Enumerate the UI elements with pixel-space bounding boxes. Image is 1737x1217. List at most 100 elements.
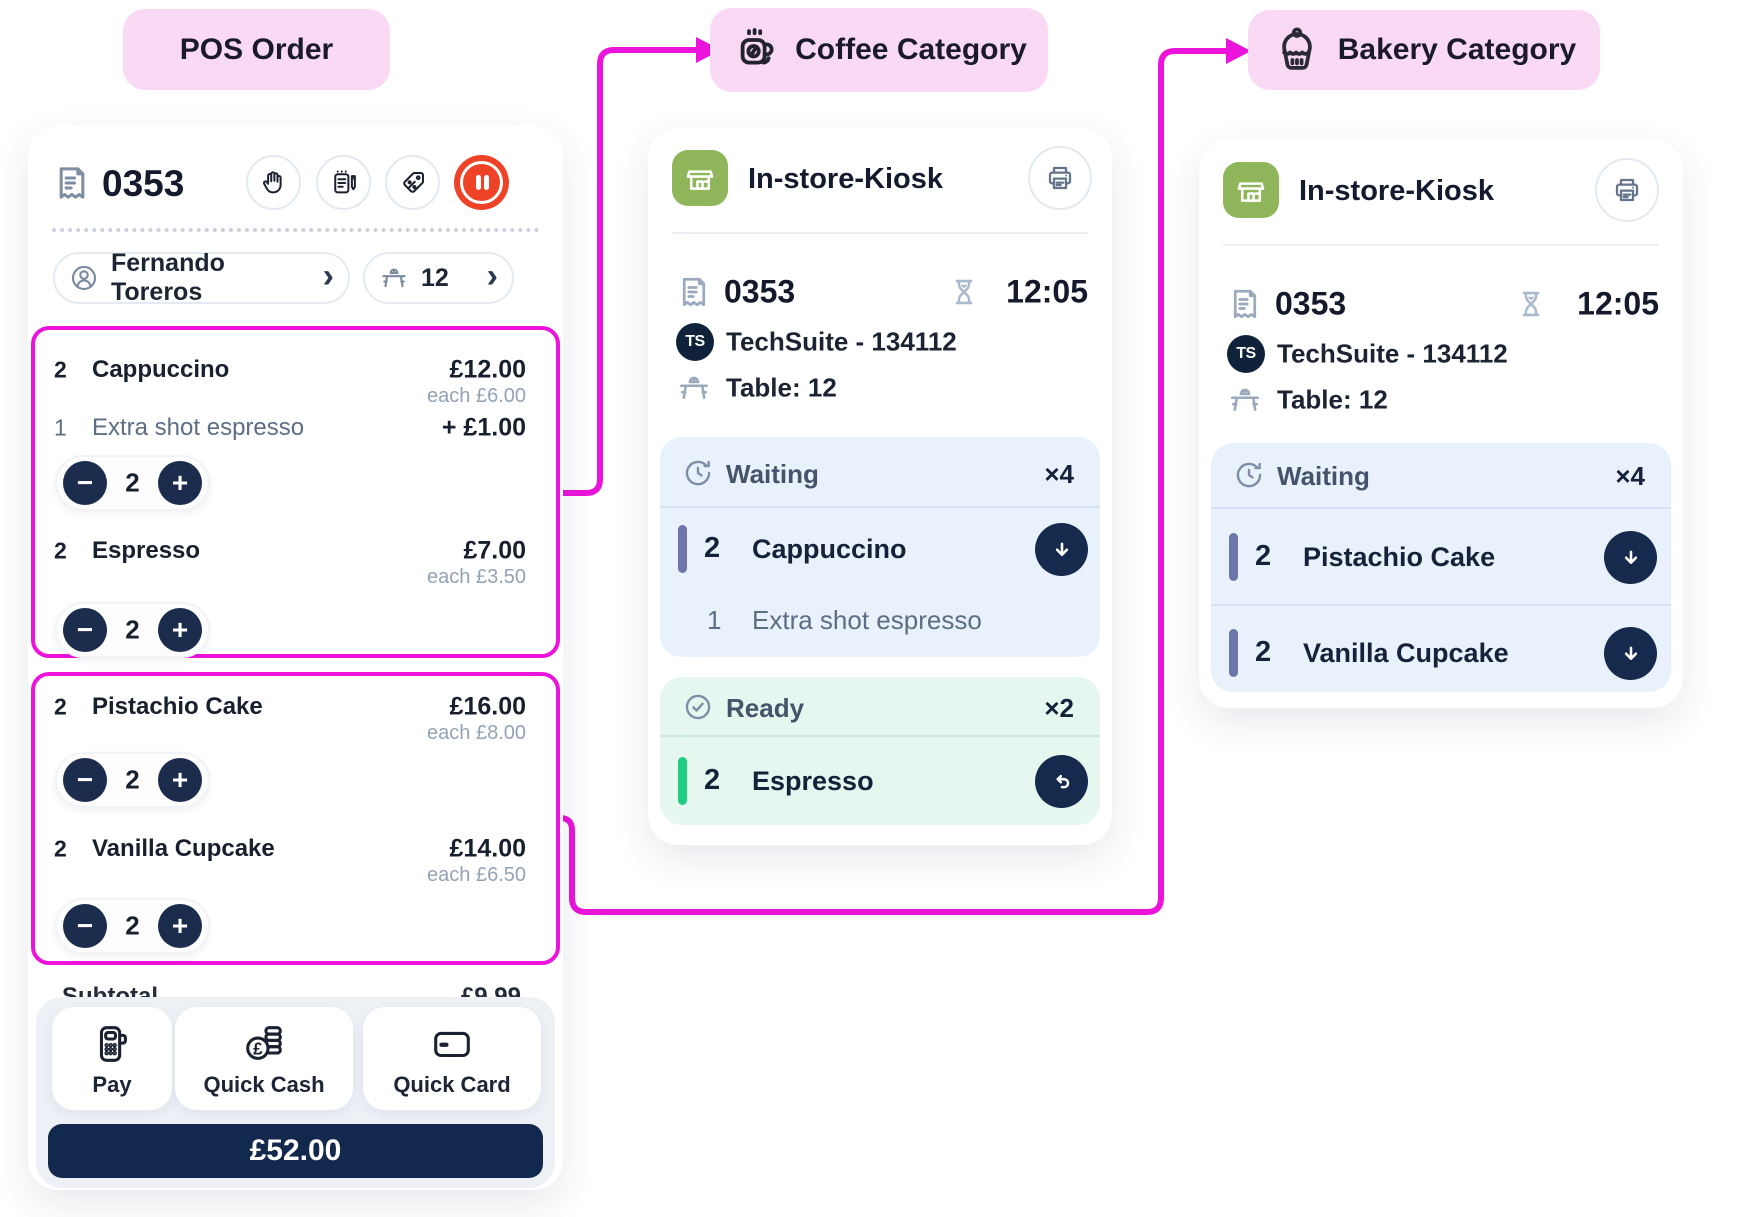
- order-item-row[interactable]: 2 Vanilla Cupcake £14.00: [35, 832, 556, 866]
- undo-icon: [1048, 768, 1076, 796]
- kiosk-source: TechSuite - 134112: [726, 326, 957, 357]
- ready-count: ×2: [1044, 693, 1074, 723]
- order-item-row[interactable]: 2 Pistachio Cake £16.00: [35, 690, 556, 724]
- item-name: Pistachio Cake: [92, 693, 263, 720]
- item-name: Cappuccino: [92, 356, 230, 383]
- table-row: Table: 12: [648, 368, 1112, 408]
- store-icon: [672, 150, 728, 206]
- item-price: £7.00: [463, 536, 526, 565]
- quantity-stepper: − 2 +: [55, 602, 210, 658]
- hold-order-button[interactable]: [246, 155, 301, 210]
- ready-item-indicator: [678, 757, 687, 805]
- plus-button[interactable]: +: [158, 904, 202, 948]
- order-notes-button[interactable]: [316, 155, 371, 210]
- section-divider: [660, 506, 1100, 508]
- table-icon: [676, 370, 712, 406]
- waiting-item-indicator: [678, 525, 687, 573]
- table-chip[interactable]: 12 ›: [363, 252, 514, 304]
- bump-item-button[interactable]: [1604, 627, 1657, 680]
- table-icon: [1227, 382, 1263, 418]
- pay-button[interactable]: Pay: [52, 1007, 172, 1110]
- payment-panel: Pay £ Quick Cash: [36, 997, 555, 1188]
- coffee-cup-icon: [731, 26, 779, 74]
- quantity-stepper: − 2 +: [55, 455, 210, 511]
- bump-item-button[interactable]: [1035, 523, 1088, 576]
- item-qty: 2: [54, 356, 67, 383]
- minus-button[interactable]: −: [63, 608, 107, 652]
- quick-card-button[interactable]: Quick Card: [363, 1007, 541, 1110]
- order-item-row[interactable]: 2 Cappuccino £12.00: [35, 353, 556, 387]
- order-number-row: 0353 12:05: [1199, 284, 1683, 324]
- header-divider: [52, 228, 539, 232]
- plus-button[interactable]: +: [158, 758, 202, 802]
- person-icon: [69, 263, 99, 293]
- customer-chip[interactable]: Fernando Toreros ›: [53, 249, 350, 306]
- bump-item-button[interactable]: [1604, 531, 1657, 584]
- section-divider: [1211, 507, 1671, 509]
- print-button[interactable]: [1028, 146, 1092, 210]
- kiosk-time: 12:05: [1006, 273, 1088, 310]
- bakery-kiosk-card: In-store-Kiosk 0353: [1199, 140, 1683, 708]
- pound-glyph: £: [253, 1038, 263, 1058]
- quick-cash-button[interactable]: £ Quick Cash: [175, 1007, 353, 1110]
- coffee-kiosk-card: In-store-Kiosk 0353: [648, 128, 1112, 845]
- waiting-count: ×4: [1044, 459, 1074, 489]
- quantity-value: 2: [125, 910, 140, 941]
- hourglass-icon: [1515, 288, 1547, 320]
- item-price: £16.00: [449, 692, 526, 721]
- order-item-row[interactable]: 2 Espresso £7.00: [35, 534, 556, 568]
- modifier-row[interactable]: 1 Extra shot espresso + £1.00: [35, 411, 556, 445]
- pos-order-badge-label: POS Order: [179, 32, 334, 66]
- customer-name: Fernando Toreros: [111, 249, 225, 306]
- waiting-label: Waiting: [1277, 461, 1370, 491]
- bakery-category-badge: Bakery Category: [1248, 10, 1600, 90]
- table-number: 12: [421, 263, 449, 292]
- coffee-category-badge-label: Coffee Category: [795, 33, 1027, 66]
- check-circle-icon: [682, 691, 714, 723]
- modifier-price: + £1.00: [441, 413, 526, 442]
- waiting-section: Waiting ×4 2 Cappuccino 1 Extra shot esp…: [660, 437, 1100, 657]
- item-price: £14.00: [449, 834, 526, 863]
- recall-item-button[interactable]: [1035, 755, 1088, 808]
- notes-icon: [329, 168, 359, 198]
- down-arrow-icon: [1048, 536, 1076, 564]
- header-divider: [672, 232, 1088, 234]
- kiosk-item-name: Cappuccino: [752, 534, 907, 564]
- quick-cash-button-label: Quick Cash: [203, 1072, 325, 1097]
- section-divider: [1211, 604, 1671, 606]
- techsuite-logo-text: TS: [1236, 345, 1256, 362]
- kiosk-table-label: Table: 12: [726, 372, 837, 403]
- modifier-name: Extra shot espresso: [92, 414, 305, 441]
- plus-button[interactable]: +: [158, 608, 202, 652]
- plus-icon: +: [171, 910, 189, 941]
- kiosk-order-number: 0353: [724, 273, 796, 310]
- item-unit-price: each £3.50: [427, 566, 526, 588]
- coffee-items-group: 2 Cappuccino £12.00 each £6.00 1 Extra s…: [31, 326, 560, 658]
- minus-button[interactable]: −: [63, 904, 107, 948]
- kiosk-item-qty: 2: [1255, 540, 1272, 572]
- waiting-count: ×4: [1615, 461, 1645, 491]
- pause-order-button[interactable]: [454, 155, 509, 210]
- discount-tag-icon: [398, 168, 428, 198]
- plus-button[interactable]: +: [158, 461, 202, 505]
- print-button[interactable]: [1595, 158, 1659, 222]
- discount-button[interactable]: [385, 155, 440, 210]
- kiosk-order-number: 0353: [1275, 285, 1347, 322]
- order-total-bar[interactable]: £52.00: [48, 1124, 543, 1178]
- ready-label: Ready: [726, 693, 805, 723]
- minus-icon: −: [76, 614, 94, 645]
- pos-order-card: 0353: [28, 125, 563, 1190]
- down-arrow-icon: [1617, 640, 1645, 668]
- minus-button[interactable]: −: [63, 758, 107, 802]
- section-divider: [660, 735, 1100, 737]
- quantity-value: 2: [125, 614, 140, 645]
- waiting-section: Waiting ×4 2 Pistachio Cake 2 Vanilla Cu…: [1211, 443, 1671, 692]
- kiosk-title: In-store-Kiosk: [748, 163, 943, 195]
- plus-icon: +: [171, 764, 189, 795]
- order-number: 0353: [102, 163, 185, 204]
- bakery-category-badge-label: Bakery Category: [1337, 33, 1577, 66]
- minus-button[interactable]: −: [63, 461, 107, 505]
- minus-icon: −: [76, 467, 94, 498]
- kiosk-source: TechSuite - 134112: [1277, 338, 1508, 369]
